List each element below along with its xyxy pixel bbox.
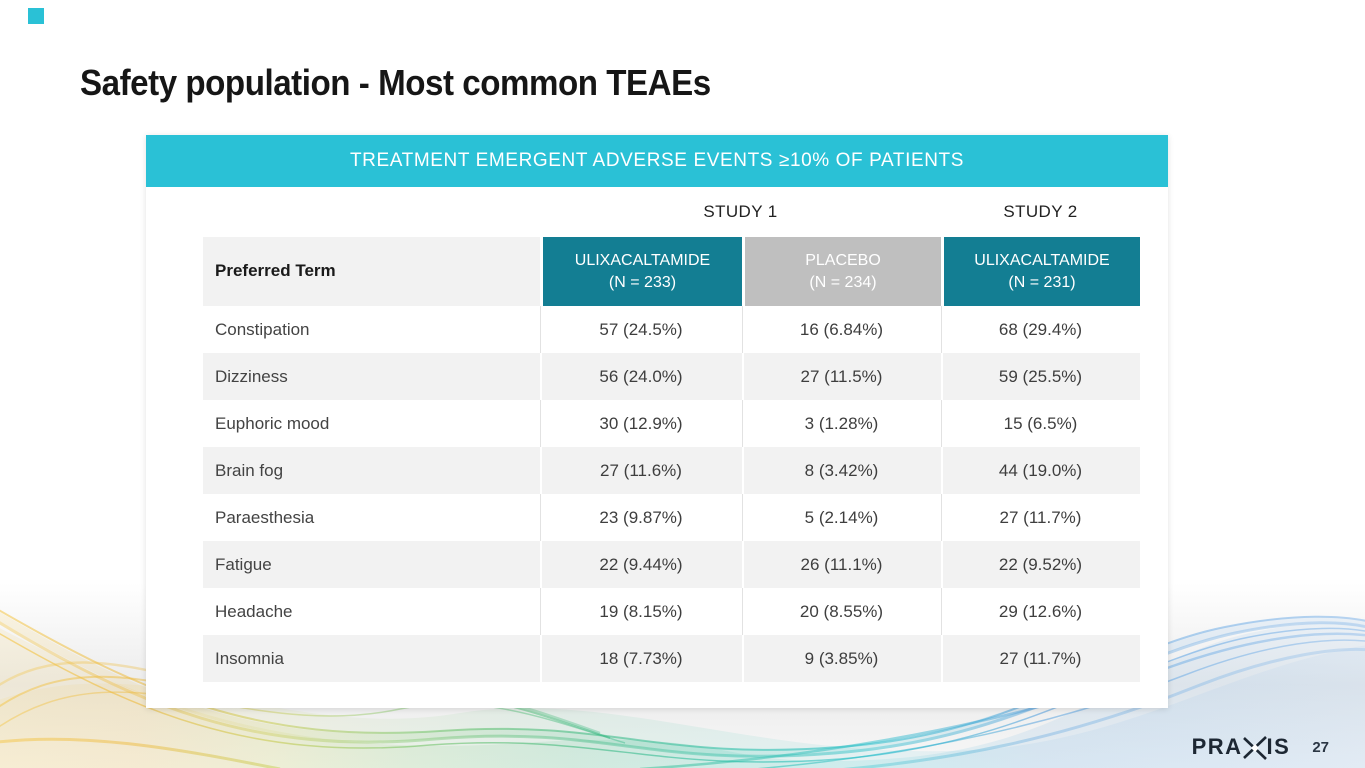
study1-label: STUDY 1 [703, 202, 778, 221]
value-cell: 8 (3.42%) [742, 447, 941, 494]
page-title: Safety population - Most common TEAEs [80, 62, 711, 103]
page-number: 27 [1312, 738, 1329, 756]
table-row: Euphoric mood 30 (12.9%) 3 (1.28%) 15 (6.5%… [203, 400, 1140, 447]
value-cell: 22 (9.44%) [540, 541, 742, 588]
study2-label: STUDY 2 [1003, 202, 1078, 221]
value-cell: 57 (24.5%) [540, 306, 742, 353]
value-cell: 3 (1.28%) [742, 400, 941, 447]
value-cell: 27 (11.7%) [941, 635, 1140, 682]
table-row: Dizziness 56 (24.0%) 27 (11.5%) 59 (25.5%) [203, 353, 1140, 400]
value-cell: 5 (2.14%) [742, 494, 941, 541]
teae-table-card: TREATMENT EMERGENT ADVERSE EVENTS ≥10% O… [146, 135, 1168, 708]
value-cell: 15 (6.5%) [941, 400, 1140, 447]
table-row: Constipation 57 (24.5%) 16 (6.84%) 68 (29.4… [203, 306, 1140, 353]
preferred-term-cell: Paraesthesia [215, 507, 315, 527]
table-header-row: Preferred Term ULIXACALTAMIDE (N = 233) … [203, 237, 1140, 306]
value-cell: 18 (7.73%) [540, 635, 742, 682]
table-row: Headache 19 (8.15%) 20 (8.55%) 29 (12.6%) [203, 588, 1140, 635]
value-cell: 19 (8.15%) [540, 588, 742, 635]
column-header-placebo: PLACEBO (N = 234) [742, 237, 941, 306]
value-cell: 22 (9.52%) [941, 541, 1140, 588]
value-cell: 27 (11.7%) [941, 494, 1140, 541]
value-cell: 26 (11.1%) [742, 541, 941, 588]
value-cell: 27 (11.5%) [742, 353, 941, 400]
preferred-term-cell: Insomnia [215, 648, 284, 668]
preferred-term-cell: Brain fog [215, 460, 284, 480]
table-area: STUDY 1 STUDY 2 Preferred Term ULIXACALT… [203, 187, 1140, 682]
value-cell: 29 (12.6%) [941, 588, 1140, 635]
study-group-row: STUDY 1 STUDY 2 [203, 187, 1140, 237]
praxis-logo-text-right: IS [1266, 734, 1291, 759]
value-cell: 27 (11.6%) [540, 447, 742, 494]
table-row: Brain fog 27 (11.6%) 8 (3.42%) 44 (19.0%) [203, 447, 1140, 494]
preferred-term-cell: Dizziness [215, 366, 288, 386]
value-cell: 68 (29.4%) [941, 306, 1140, 353]
preferred-term-cell: Euphoric mood [215, 413, 330, 433]
value-cell: 44 (19.0%) [941, 447, 1140, 494]
praxis-logo-x-icon [1242, 736, 1267, 760]
praxis-logo: PRA IS [1192, 734, 1291, 760]
table-row: Insomnia 18 (7.73%) 9 (3.85%) 27 (11.7%) [203, 635, 1140, 682]
table-banner: TREATMENT EMERGENT ADVERSE EVENTS ≥10% O… [146, 135, 1168, 187]
preferred-term-cell: Headache [215, 601, 293, 621]
accent-square [28, 8, 44, 24]
column-header-ulixacaltamide-study2: ULIXACALTAMIDE (N = 231) [941, 237, 1140, 306]
preferred-term-cell: Fatigue [215, 554, 272, 574]
value-cell: 56 (24.0%) [540, 353, 742, 400]
table-rows: Constipation 57 (24.5%) 16 (6.84%) 68 (29.4… [203, 306, 1140, 682]
praxis-logo-text-left: PRA [1191, 734, 1243, 759]
value-cell: 20 (8.55%) [742, 588, 941, 635]
table-row: Fatigue 22 (9.44%) 26 (11.1%) 22 (9.52%) [203, 541, 1140, 588]
column-header-ulixacaltamide-study1: ULIXACALTAMIDE (N = 233) [540, 237, 742, 306]
value-cell: 16 (6.84%) [742, 306, 941, 353]
value-cell: 9 (3.85%) [742, 635, 941, 682]
table-row: Paraesthesia 23 (9.87%) 5 (2.14%) 27 (11.7%… [203, 494, 1140, 541]
footer-brand: PRA IS 27 [1192, 734, 1329, 760]
value-cell: 59 (25.5%) [941, 353, 1140, 400]
value-cell: 30 (12.9%) [540, 400, 742, 447]
preferred-term-cell: Constipation [215, 319, 310, 339]
value-cell: 23 (9.87%) [540, 494, 742, 541]
column-header-preferred-term: Preferred Term [203, 237, 540, 306]
